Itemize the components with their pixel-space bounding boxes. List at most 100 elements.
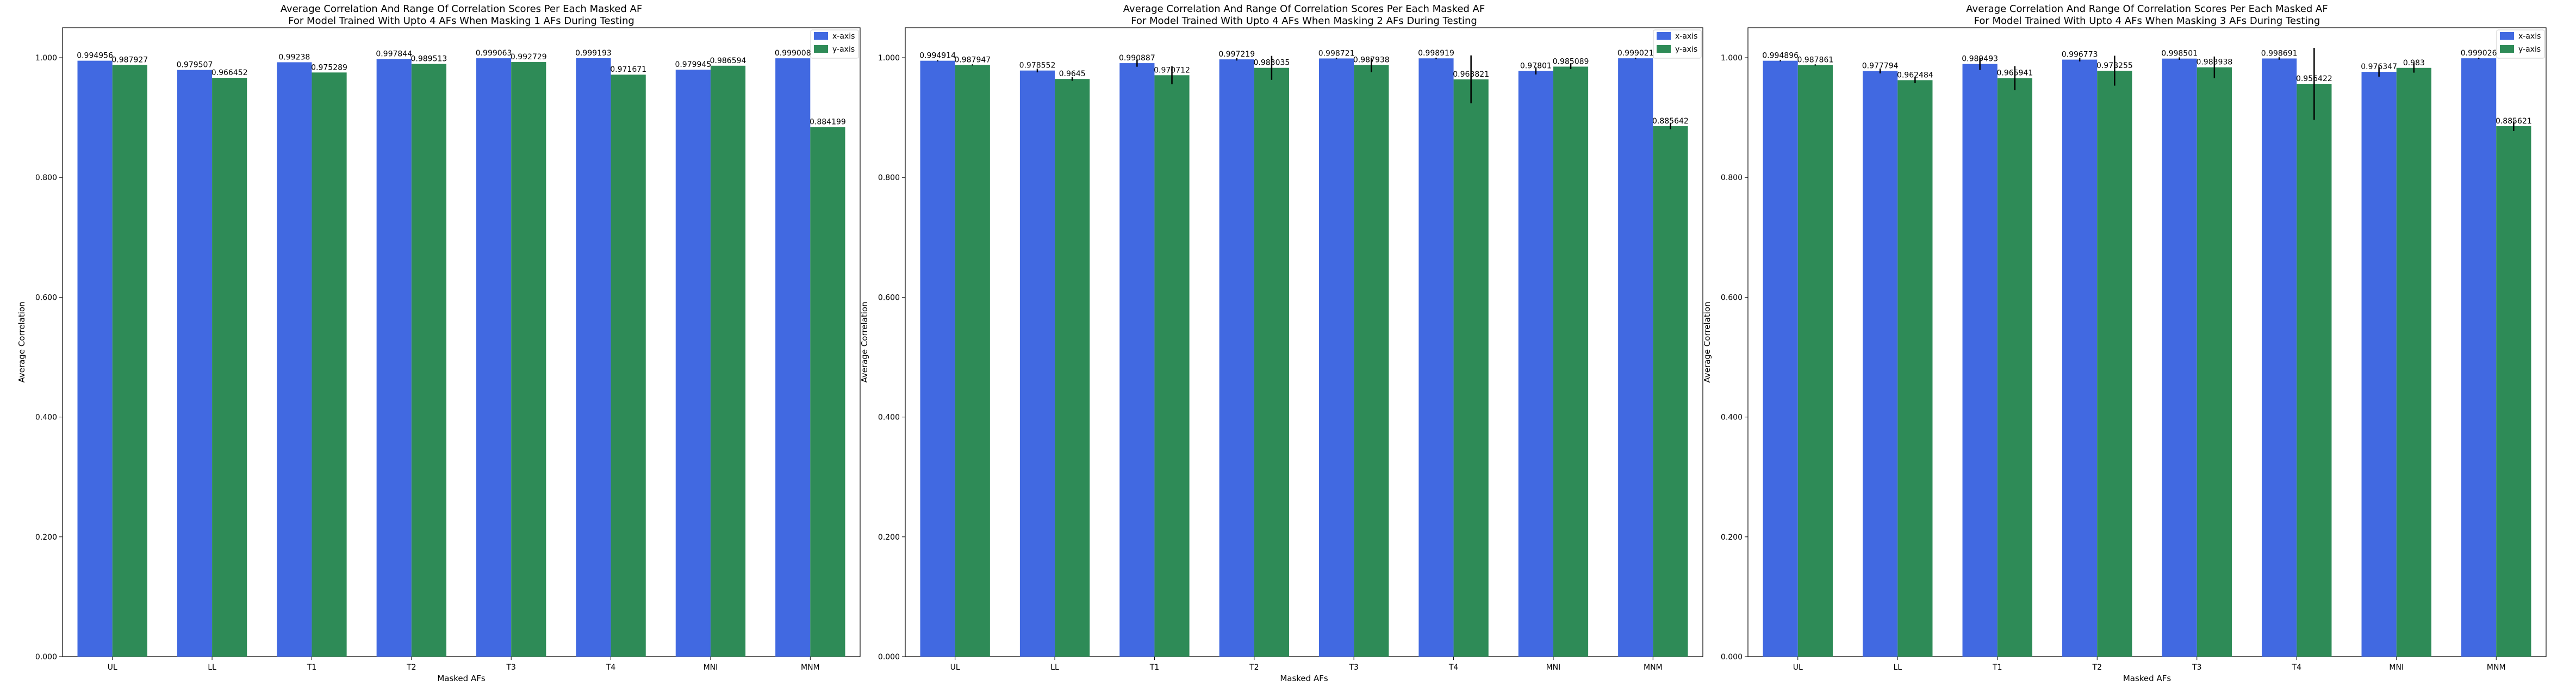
bar-value-label: 0.99238: [278, 53, 310, 61]
bar-x-axis: [376, 59, 412, 657]
bar-value-label: 0.987861: [1797, 55, 1833, 64]
bar-x-axis: [576, 58, 611, 657]
bar-y-axis: [112, 65, 147, 657]
y-tick-label: 0.800: [878, 174, 900, 182]
x-axis-label: Masked AFs: [437, 673, 486, 683]
y-tick-label: 0.600: [35, 293, 57, 302]
bar-value-label: 0.999008: [775, 49, 811, 58]
bar-y-axis: [2297, 84, 2332, 657]
bar-value-label: 0.975289: [311, 63, 347, 72]
bar-x-axis: [1319, 58, 1354, 657]
bar-y-axis: [411, 64, 446, 657]
bar-y-axis: [312, 72, 347, 657]
x-tick-label: T3: [1348, 663, 1358, 672]
x-tick-label: MNI: [2389, 663, 2404, 672]
bar-x-axis: [1962, 64, 1998, 657]
bar-value-label: 0.989493: [1962, 55, 1998, 64]
bar-value-label: 0.983938: [2196, 58, 2232, 67]
x-tick-label: T2: [406, 663, 416, 672]
x-tick-label: T2: [2092, 663, 2102, 672]
y-tick-label: 0.600: [1721, 293, 1743, 302]
x-tick-label: MNM: [1644, 663, 1663, 672]
bar-value-label: 0.966452: [211, 69, 248, 77]
bar-y-axis: [955, 65, 990, 657]
bar-y-axis: [2097, 70, 2132, 657]
bar-value-label: 0.963821: [1453, 70, 1489, 79]
bar-y-axis: [1254, 67, 1289, 657]
bar-value-label: 0.992729: [511, 53, 547, 61]
bar-x-axis: [2062, 59, 2098, 657]
bar-x-axis: [1418, 58, 1454, 657]
bar-value-label: 0.994914: [919, 52, 956, 60]
y-axis-label: Average Correlation: [1702, 301, 1712, 382]
legend-label: x-axis: [832, 32, 855, 41]
bar-value-label: 0.998919: [1418, 49, 1454, 58]
y-tick-label: 1.000: [878, 54, 900, 63]
bar-x-axis: [2361, 72, 2397, 657]
x-tick-label: T2: [1249, 663, 1259, 672]
axes-frame: [62, 27, 861, 657]
bar-value-label: 0.987947: [954, 55, 991, 64]
bar-x-axis: [1518, 71, 1553, 657]
y-tick-label: 0.400: [878, 413, 900, 422]
bar-value-label: 0.987938: [1353, 55, 1390, 64]
chart-panel-2: Average Correlation And Range Of Correla…: [860, 3, 1703, 683]
y-tick-label: 1.000: [1721, 54, 1743, 63]
legend-swatch: [1657, 45, 1671, 53]
bar-y-axis: [1354, 65, 1389, 657]
bar-value-label: 0.983: [2403, 59, 2425, 67]
chart-panel-1: Average Correlation And Range Of Correla…: [17, 3, 861, 683]
bar-value-label: 0.998721: [1318, 49, 1355, 58]
bar-value-label: 0.965941: [1996, 69, 2033, 78]
bar-value-label: 0.994896: [1762, 52, 1799, 60]
bar-value-label: 0.997844: [376, 50, 412, 58]
y-tick-label: 0.000: [878, 653, 900, 662]
axes-frame: [905, 27, 1703, 657]
bar-value-label: 0.979945: [675, 60, 711, 69]
legend-swatch: [1657, 32, 1671, 40]
bar-x-axis: [1763, 60, 1798, 657]
bar-y-axis: [1997, 78, 2032, 657]
bar-x-axis: [476, 58, 512, 657]
bar-y-axis: [1553, 66, 1589, 657]
y-tick-label: 0.000: [1721, 653, 1743, 662]
bar-y-axis: [212, 77, 247, 657]
x-axis-label: Masked AFs: [1280, 673, 1328, 683]
legend-label: x-axis: [1675, 32, 1697, 41]
x-tick-label: LL: [1893, 663, 1902, 672]
bar-y-axis: [2197, 67, 2232, 657]
x-tick-label: T4: [606, 663, 616, 672]
bar-value-label: 0.983035: [1253, 59, 1290, 67]
x-tick-label: MNI: [1546, 663, 1561, 672]
bar-value-label: 0.996773: [2062, 51, 2098, 59]
y-tick-label: 0.200: [878, 533, 900, 542]
y-tick-label: 0.400: [35, 413, 57, 422]
bar-y-axis: [1897, 80, 1933, 657]
x-tick-label: T1: [1149, 663, 1159, 672]
bar-value-label: 0.885621: [2496, 117, 2532, 126]
bar-value-label: 0.999193: [575, 49, 612, 58]
chart-title: Average Correlation And Range Of Correla…: [281, 3, 642, 15]
y-tick-label: 0.200: [35, 533, 57, 542]
bar-x-axis: [277, 62, 312, 657]
bar-x-axis: [1119, 63, 1155, 657]
x-tick-label: LL: [1050, 663, 1059, 672]
legend-swatch: [814, 45, 828, 53]
bar-x-axis: [1618, 58, 1653, 657]
bar-value-label: 0.977794: [1862, 61, 1899, 70]
bar-x-axis: [2262, 58, 2297, 657]
legend-label: x-axis: [2518, 32, 2541, 41]
bar-y-axis: [1055, 79, 1090, 657]
bar-y-axis: [1453, 79, 1489, 657]
chart-title: Average Correlation And Range Of Correla…: [1966, 3, 2328, 15]
bar-value-label: 0.994956: [77, 52, 113, 60]
bar-value-label: 0.9645: [1059, 70, 1086, 78]
x-tick-label: T3: [506, 663, 515, 672]
bar-y-axis: [1154, 75, 1190, 657]
bar-value-label: 0.978255: [2096, 61, 2133, 70]
bar-value-label: 0.997219: [1218, 50, 1255, 59]
y-tick-label: 1.000: [35, 54, 57, 63]
axes-frame: [1747, 27, 2547, 657]
x-tick-label: T3: [2192, 663, 2201, 672]
